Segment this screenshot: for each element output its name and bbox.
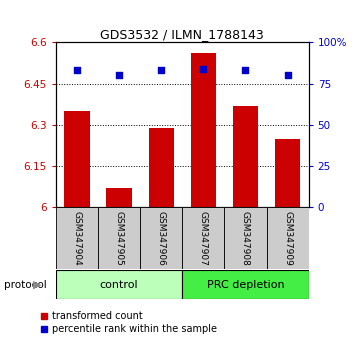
Text: GSM347909: GSM347909: [283, 211, 292, 266]
Text: GSM347905: GSM347905: [115, 211, 123, 266]
Bar: [98, 207, 140, 269]
Bar: [182, 270, 309, 299]
Text: GSM347906: GSM347906: [157, 211, 166, 266]
Bar: [191, 53, 216, 207]
Point: [243, 68, 248, 73]
Bar: [182, 207, 225, 269]
Text: GSM347907: GSM347907: [199, 211, 208, 266]
Point: [74, 68, 80, 73]
Bar: [233, 105, 258, 207]
Point: [116, 73, 122, 78]
Point: [285, 73, 291, 78]
Text: GSM347904: GSM347904: [73, 211, 82, 266]
Point: [158, 68, 164, 73]
Text: ▶: ▶: [33, 280, 42, 290]
Legend: transformed count, percentile rank within the sample: transformed count, percentile rank withi…: [41, 311, 217, 334]
Text: control: control: [100, 280, 138, 290]
Bar: [106, 188, 132, 207]
Text: protocol: protocol: [4, 280, 46, 290]
Bar: [56, 207, 98, 269]
Text: PRC depletion: PRC depletion: [206, 280, 284, 290]
Bar: [56, 270, 182, 299]
Bar: [225, 207, 266, 269]
Bar: [149, 127, 174, 207]
Text: GSM347908: GSM347908: [241, 211, 250, 266]
Bar: [140, 207, 182, 269]
Bar: [275, 138, 300, 207]
Bar: [266, 207, 309, 269]
Point: [200, 66, 206, 72]
Bar: [64, 111, 90, 207]
Title: GDS3532 / ILMN_1788143: GDS3532 / ILMN_1788143: [100, 28, 264, 41]
